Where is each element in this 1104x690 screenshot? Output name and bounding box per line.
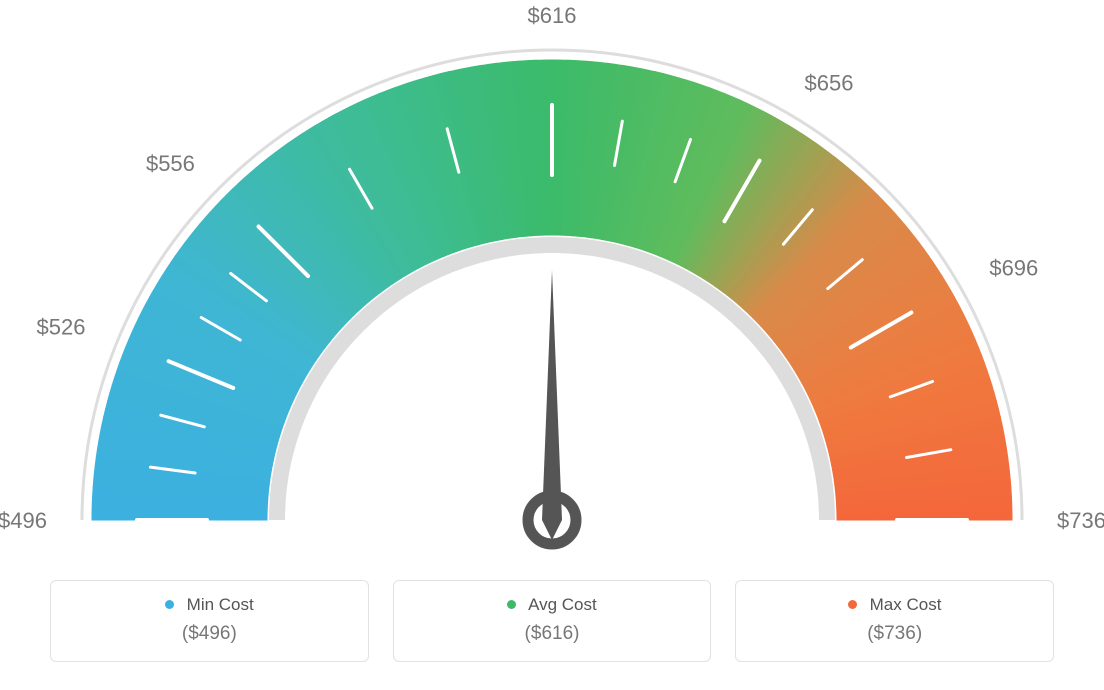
cost-gauge: $496 $526 $556 $616 $656 $696 $736 [0,0,1104,560]
avg-cost-dot-icon [507,600,516,609]
min-cost-label-text: Min Cost [187,595,254,614]
gauge-tick-label: $526 [36,315,85,340]
max-cost-label: Max Cost [736,595,1053,615]
max-cost-value: ($736) [736,623,1053,645]
gauge-tick-label: $696 [989,256,1038,281]
avg-cost-card: Avg Cost ($616) [393,580,712,662]
avg-cost-label: Avg Cost [394,595,711,615]
max-cost-card: Max Cost ($736) [735,580,1054,662]
min-cost-dot-icon [165,600,174,609]
min-cost-label: Min Cost [51,595,368,615]
legend-row: Min Cost ($496) Avg Cost ($616) Max Cost… [50,580,1054,662]
gauge-tick-label: $556 [146,151,195,176]
max-cost-label-text: Max Cost [870,595,942,614]
avg-cost-value: ($616) [394,623,711,645]
min-cost-value: ($496) [51,623,368,645]
max-cost-dot-icon [848,600,857,609]
gauge-tick-label: $736 [1057,508,1104,533]
avg-cost-label-text: Avg Cost [528,595,597,614]
gauge-tick-label: $656 [805,71,854,96]
min-cost-card: Min Cost ($496) [50,580,369,662]
gauge-tick-label: $496 [0,508,47,533]
gauge-tick-label: $616 [528,3,577,28]
